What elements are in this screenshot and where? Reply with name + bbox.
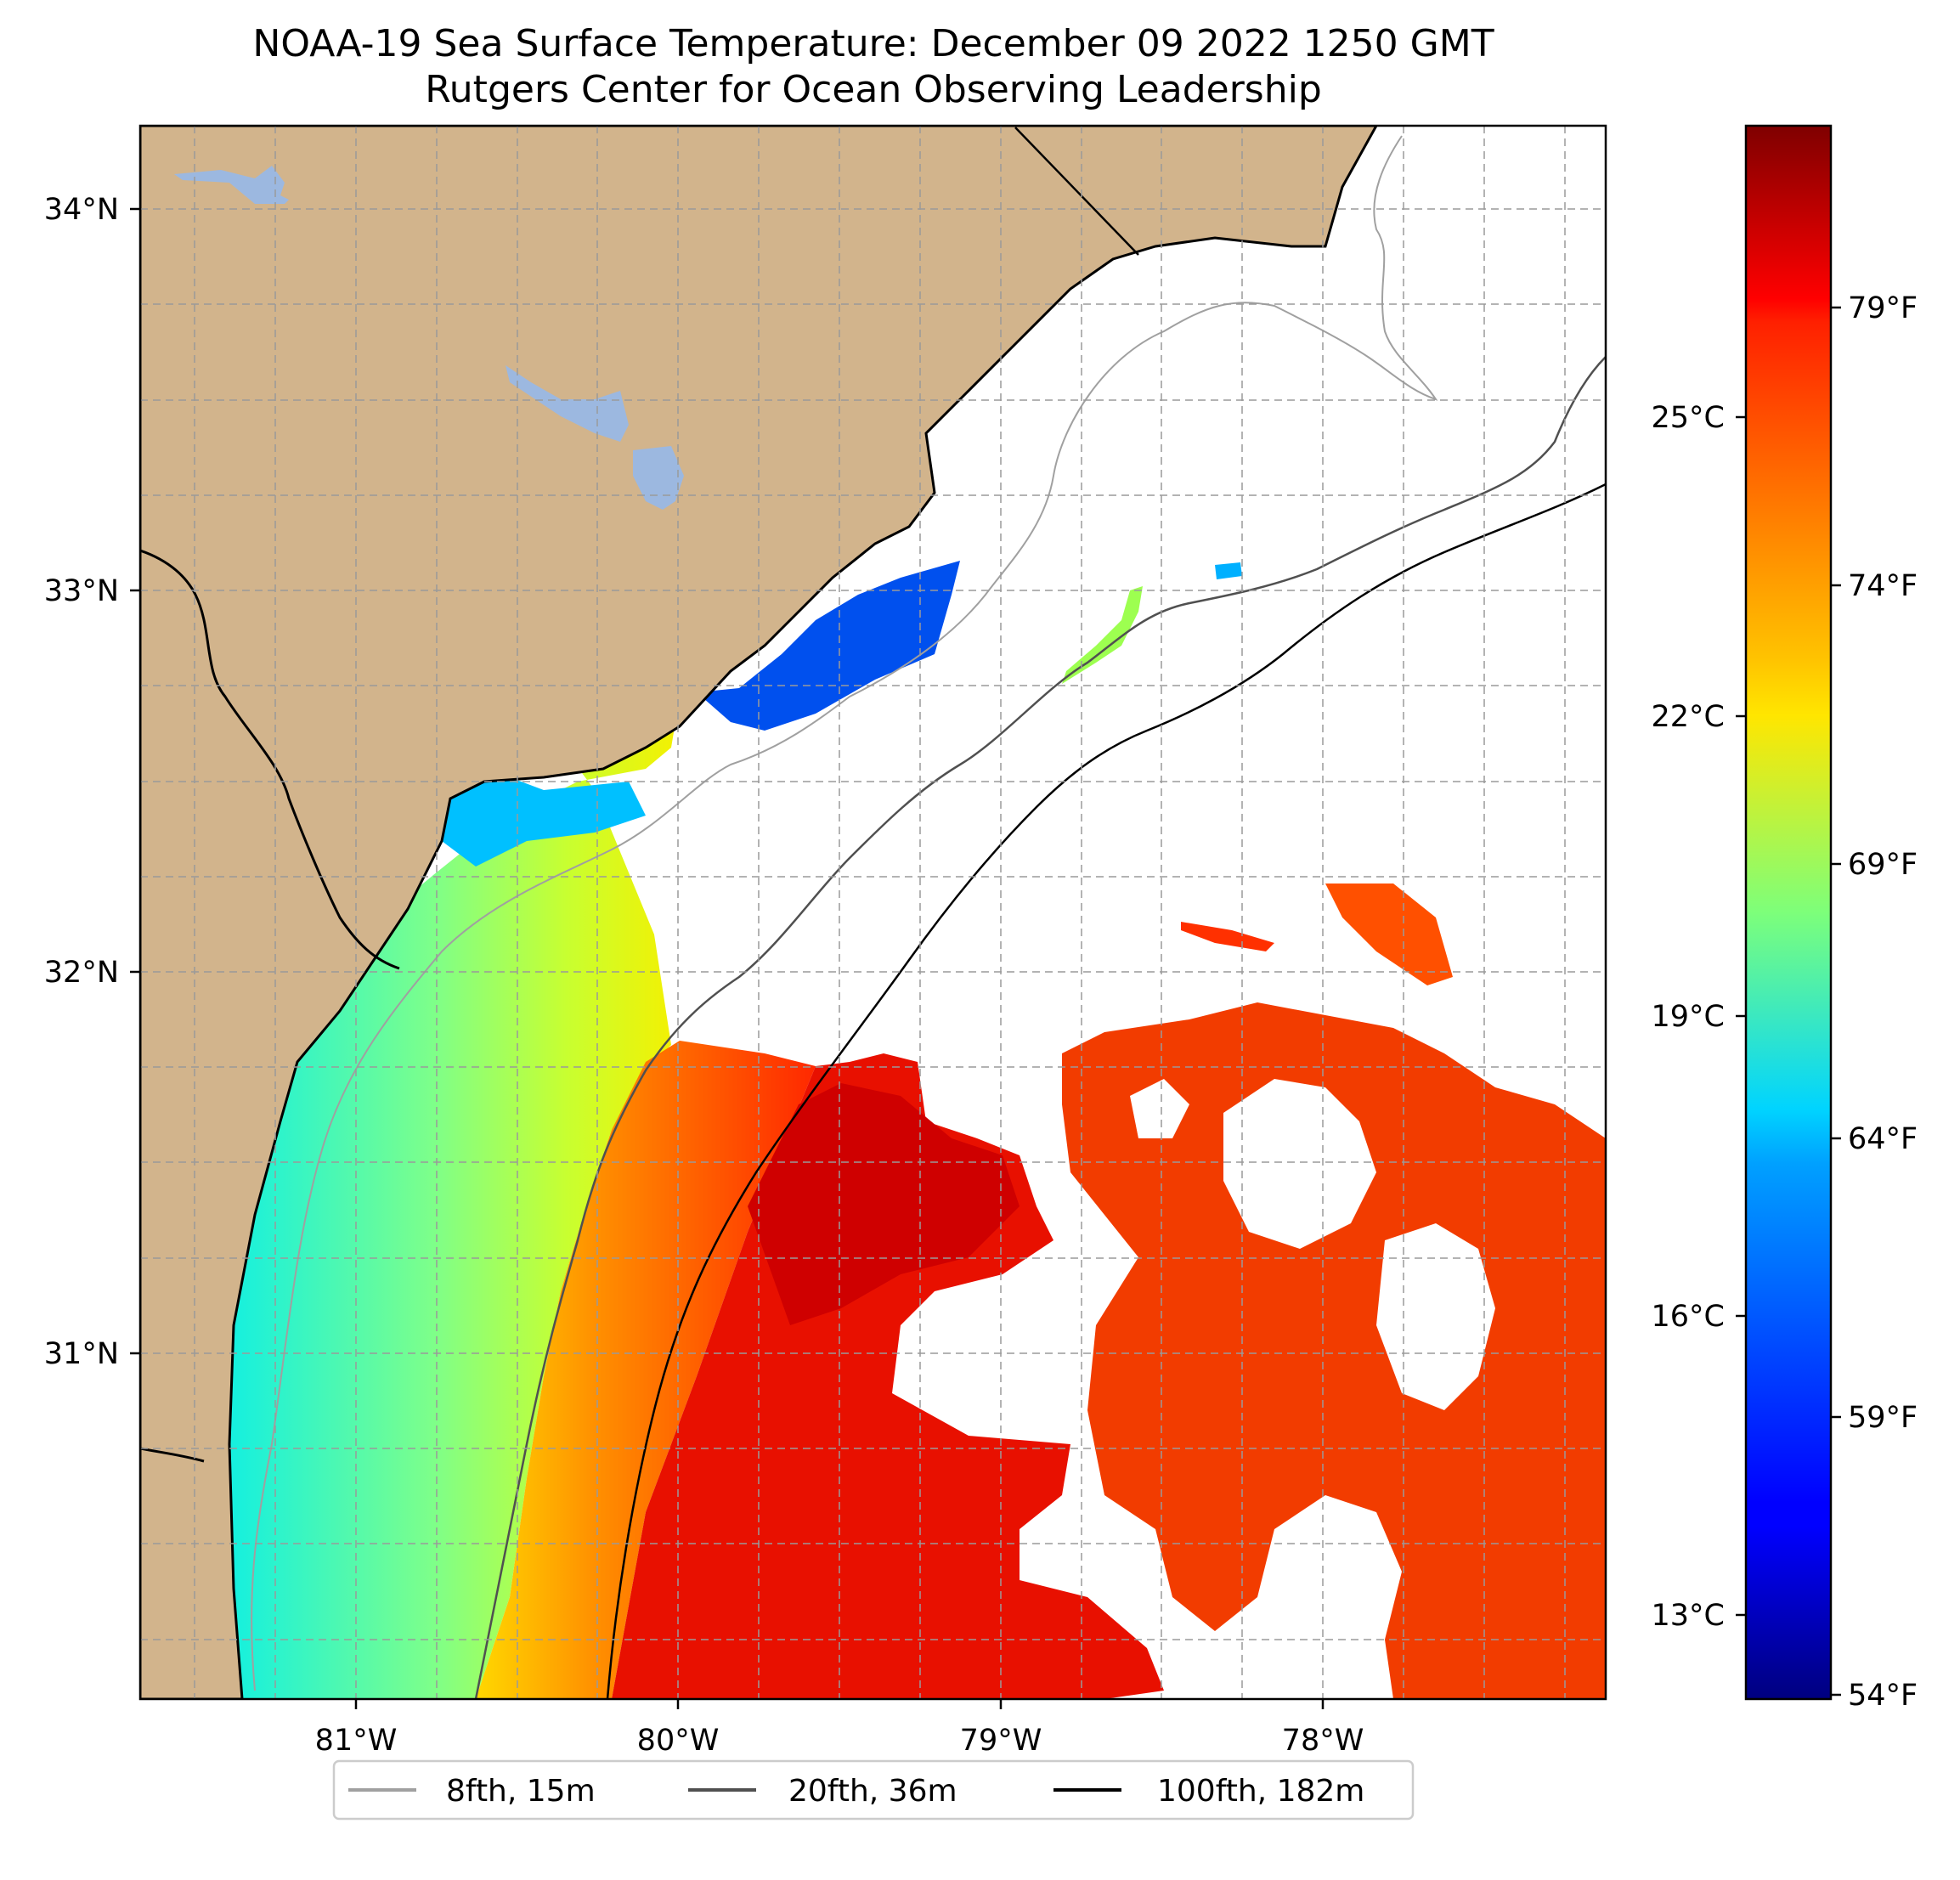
sst-offshore-patches: [1062, 1002, 1606, 1699]
celsius-tick-label: 19°C: [1652, 1000, 1725, 1034]
sst-shelf-green-streak: [1062, 586, 1143, 684]
celsius-tick-label: 25°C: [1652, 401, 1725, 435]
celsius-tick-label: 16°C: [1652, 1300, 1725, 1334]
sst-cold-inshore-patch: [697, 561, 960, 731]
map-area: [140, 126, 1606, 1699]
contour-100fth: [606, 483, 1606, 1699]
sst-gulf-stream-hot-patch: [748, 1083, 1020, 1325]
fahrenheit-tick-label: 59°F: [1848, 1401, 1918, 1435]
sst-offshore-fragment-1: [1325, 884, 1453, 985]
colorbar-fahrenheit-axis: 79°F 74°F 69°F 64°F 59°F 54°F: [1831, 291, 1918, 1713]
fahrenheit-tick-label: 69°F: [1848, 848, 1918, 882]
colorbar-celsius-axis: 25°C 22°C 19°C 16°C 13°C: [1652, 401, 1746, 1633]
colorbar: [1744, 124, 1833, 1701]
sst-offshore-fragment-2: [1181, 922, 1274, 951]
lat-tick-label: 33°N: [44, 574, 119, 608]
sst-offshore-gap-3: [1130, 1079, 1189, 1138]
sst-nearshore-band: [229, 561, 680, 1699]
gridlines: [140, 126, 1606, 1699]
sst-offshore-gap-2: [1376, 1223, 1495, 1410]
fahrenheit-tick-label: 79°F: [1848, 291, 1918, 325]
sst-gulf-stream-core: [612, 1053, 1164, 1699]
celsius-tick-label: 22°C: [1652, 700, 1725, 734]
contour-20fth: [474, 356, 1606, 1699]
figure-title: NOAA-19 Sea Surface Temperature: Decembe…: [252, 22, 1494, 65]
fahrenheit-tick-label: 54°F: [1848, 1679, 1918, 1713]
lat-tick-label: 32°N: [44, 956, 119, 990]
lat-tick-label: 31°N: [44, 1337, 119, 1371]
legend-label-20fth: 20fth, 36m: [788, 1774, 957, 1809]
latitude-axis: 34°N 33°N 32°N 31°N: [44, 193, 140, 1371]
lat-tick-label: 34°N: [44, 193, 119, 227]
lon-tick-label: 80°W: [637, 1724, 720, 1758]
legend-box: [332, 1759, 1415, 1821]
river-savannah: [140, 549, 400, 970]
sst-cold-small-patch: [1215, 562, 1242, 579]
lon-tick-label: 81°W: [315, 1724, 398, 1758]
longitude-axis: 81°W 80°W 79°W 78°W: [315, 1699, 1364, 1758]
river-altamaha: [140, 1447, 205, 1463]
state-border: [1014, 127, 1139, 256]
contour-legend: 8fth, 15m 20fth, 36m 100fth, 182m: [332, 1759, 1415, 1821]
legend-label-100fth: 100fth, 182m: [1157, 1774, 1364, 1809]
lake-3: [633, 446, 684, 510]
fahrenheit-tick-label: 64°F: [1848, 1122, 1918, 1156]
celsius-tick-label: 13°C: [1652, 1599, 1725, 1633]
figure-subtitle: Rutgers Center for Ocean Observing Leade…: [425, 68, 1322, 111]
contour-8fth: [251, 135, 1438, 1691]
sst-cyan-inlet-patch: [425, 765, 646, 867]
land-mass: [140, 126, 1378, 1699]
sst-midshelf-band: [476, 1041, 816, 1699]
map-frame: [138, 124, 1607, 1701]
legend-label-8fth: 8fth, 15m: [446, 1774, 596, 1809]
fahrenheit-tick-label: 74°F: [1848, 569, 1918, 603]
lon-tick-label: 78°W: [1282, 1724, 1364, 1758]
lake-1: [174, 166, 289, 204]
lon-tick-label: 79°W: [960, 1724, 1042, 1758]
sst-offshore-gap-1: [1223, 1079, 1376, 1249]
